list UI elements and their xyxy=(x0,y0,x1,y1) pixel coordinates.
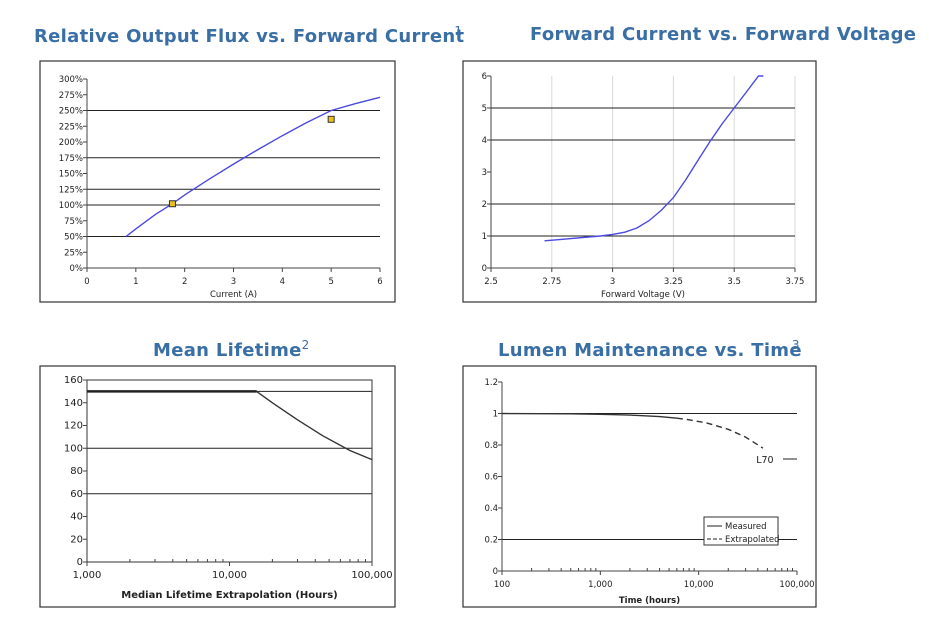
flux-frame xyxy=(39,60,396,303)
voltage-x-tick-label: 2.75 xyxy=(542,277,561,287)
flux-y-tick-label: 125% xyxy=(59,185,83,195)
voltage-x-tick-label: 3.25 xyxy=(664,277,683,287)
flux-y-tick-label: 50% xyxy=(64,233,83,243)
voltage-y-tick-label: 5 xyxy=(482,104,487,114)
lumen-x-tick-label: 1,000 xyxy=(588,580,612,590)
lumen-legend-box xyxy=(703,516,779,546)
lifetime-x-tick-label: 1,000 xyxy=(73,570,102,581)
lumen-x-axis-label: Time (hours) xyxy=(619,596,680,606)
voltage-x-tick-label: 2.5 xyxy=(484,277,498,287)
flux-y-tick-label: 275% xyxy=(59,91,83,101)
lumen-y-tick-label: 0 xyxy=(493,567,498,577)
flux-title-footnote: 1 xyxy=(454,24,463,38)
lifetime-x-tick-label: 10,000 xyxy=(212,570,247,581)
voltage-y-tick-label: 4 xyxy=(482,136,487,146)
lifetime-chart-title: Mean Lifetime2 xyxy=(153,338,310,361)
lifetime-y-tick-label: 80 xyxy=(70,466,83,477)
lifetime-title-footnote: 2 xyxy=(301,338,310,352)
lifetime-x-axis-label: Median Lifetime Extrapolation (Hours) xyxy=(121,590,338,601)
voltage-x-axis-label: Forward Voltage (V) xyxy=(601,290,685,300)
lifetime-x-tick-label: 100,000 xyxy=(351,570,392,581)
flux-y-tick-label: 0% xyxy=(70,264,84,274)
flux-x-axis-label: Current (A) xyxy=(210,290,257,300)
lumen-title-footnote: 3 xyxy=(791,338,800,352)
voltage-chart-title: Forward Current vs. Forward Voltage xyxy=(530,24,917,45)
voltage-y-tick-label: 6 xyxy=(482,72,487,82)
flux-data-marker xyxy=(327,115,335,123)
lifetime-y-tick-label: 20 xyxy=(70,534,83,545)
lumen-y-tick-label: 0.2 xyxy=(484,536,498,546)
flux-x-tick-label: 0 xyxy=(84,277,89,287)
lumen-chart-title: Lumen Maintenance vs. Time3 xyxy=(498,338,802,361)
lumen-legend-label: Extrapolated xyxy=(725,535,780,545)
voltage-x-tick-label: 3.5 xyxy=(727,277,741,287)
flux-y-tick-label: 175% xyxy=(59,154,83,164)
lumen-y-tick-label: 1.2 xyxy=(484,378,498,388)
flux-series-line-0 xyxy=(125,96,381,238)
lifetime-frame xyxy=(39,365,396,608)
lumen-y-tick-label: 1 xyxy=(493,410,498,420)
flux-x-tick-label: 2 xyxy=(182,277,187,287)
voltage-frame xyxy=(462,60,817,303)
lumen-x-tick-label: 10,000 xyxy=(684,580,714,590)
voltage-y-tick-label: 0 xyxy=(482,264,487,274)
flux-y-tick-label: 200% xyxy=(59,138,83,148)
lifetime-y-tick-label: 0 xyxy=(77,557,83,568)
voltage-y-tick-label: 1 xyxy=(482,232,487,242)
flux-x-tick-label: 6 xyxy=(377,277,382,287)
lumen-annotation-label: L70 xyxy=(756,455,773,466)
flux-y-tick-label: 225% xyxy=(59,122,83,132)
lifetime-y-tick-label: 100 xyxy=(64,443,83,454)
flux-y-tick-label: 100% xyxy=(59,201,83,211)
voltage-series-line-0 xyxy=(544,75,764,242)
lumen-x-tick-label: 100 xyxy=(494,580,510,590)
lifetime-y-tick-label: 60 xyxy=(70,489,83,500)
flux-y-tick-label: 25% xyxy=(64,248,83,258)
lifetime-y-tick-label: 160 xyxy=(64,375,83,386)
lumen-y-tick-label: 0.6 xyxy=(484,473,498,483)
lifetime-y-tick-label: 120 xyxy=(64,421,83,432)
lifetime-y-tick-label: 140 xyxy=(64,398,83,409)
lumen-x-tick-label: 100,000 xyxy=(779,580,814,590)
flux-x-tick-label: 3 xyxy=(231,277,236,287)
lumen-frame xyxy=(462,365,817,608)
lumen-y-tick-label: 0.8 xyxy=(484,441,498,451)
flux-x-tick-label: 5 xyxy=(328,277,333,287)
flux-x-tick-label: 1 xyxy=(133,277,138,287)
voltage-x-tick-label: 3 xyxy=(610,277,615,287)
voltage-x-tick-label: 3.75 xyxy=(786,277,805,287)
lumen-y-tick-label: 0.4 xyxy=(484,504,498,514)
lumen-series-line-1 xyxy=(676,417,764,449)
flux-data-marker xyxy=(168,200,176,208)
flux-y-tick-label: 150% xyxy=(59,170,83,180)
lumen-series-line-0 xyxy=(501,412,677,419)
lumen-legend-label: Measured xyxy=(725,522,767,532)
lifetime-y-tick-label: 40 xyxy=(70,512,83,523)
voltage-y-tick-label: 2 xyxy=(482,200,487,210)
flux-x-tick-label: 4 xyxy=(280,277,285,287)
flux-y-tick-label: 75% xyxy=(64,217,83,227)
flux-y-tick-label: 300% xyxy=(59,75,83,85)
flux-y-tick-label: 250% xyxy=(59,107,83,117)
voltage-y-tick-label: 3 xyxy=(482,168,487,178)
flux-chart-title: Relative Output Flux vs. Forward Current… xyxy=(34,24,465,47)
